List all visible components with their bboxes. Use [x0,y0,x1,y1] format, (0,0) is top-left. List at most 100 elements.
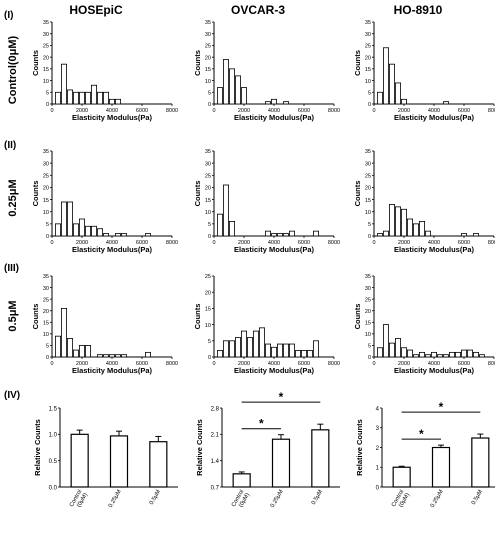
histogram-panel: 0 5 10 15 20 25 30 35 0 2000 4000 6000 8000 Elasticit… [353,274,495,375]
histogram-bar [79,91,86,105]
y-tick-label: 10 [205,210,211,216]
x-axis-label: Elasticity Modulus(Pa) [72,245,153,254]
y-axis-label: Counts [193,181,202,207]
histogram-bar [121,354,128,358]
histogram-bar [376,233,383,237]
histogram-bar [79,345,86,358]
x-tick-label: 4000 [268,240,280,246]
row-condition-label: 0.25μM [7,179,19,216]
histogram-bar [312,230,319,237]
row-condition-label: 0.5μM [7,300,19,331]
y-tick-label: 5 [46,90,49,96]
x-tick-label: 6000 [136,361,148,367]
y-tick-label: 10 [365,79,371,85]
y-axis-label: Counts [353,304,362,330]
x-tick-label: 8000 [166,108,178,114]
y-tick-label: 20 [205,186,211,192]
histogram-bar [400,98,407,105]
histogram-bar [424,354,431,358]
y-tick-label: 0 [208,234,211,240]
histogram-bar [97,354,104,358]
histogram-bar [294,350,301,358]
histogram-bar [270,346,277,358]
y-tick-label: 15 [365,198,371,204]
y-tick-label: 15 [205,307,211,313]
y-tick-label: 15 [205,67,211,73]
x-tick-label: 2000 [76,240,88,246]
y-tick-label: 0 [368,234,371,240]
histogram-bar [412,223,419,237]
x-tick-label: 6000 [458,240,470,246]
category-label-line: 0.5μM [149,489,162,506]
y-tick-label: 5 [46,344,49,350]
histogram-bar [418,221,425,237]
y-axis-label-group: Counts [31,304,40,330]
x-tick-label: 8000 [328,240,340,246]
y-tick-label: 25 [365,44,371,50]
y-tick-label: 5 [46,222,49,228]
row-condition-text: 0.25μM [7,179,19,216]
y-axis-label: Counts [31,304,40,330]
y-tick-label: 0.7 [211,485,220,491]
y-axis-label-group: Counts [31,50,40,76]
y-tick-label: 15 [205,198,211,204]
x-axis-label: Elasticity Modulus(Pa) [72,366,153,375]
x-tick-label: 0 [212,108,215,114]
histogram-bar [454,351,461,358]
histogram-bar [144,233,151,237]
histogram-bar [222,59,229,105]
y-tick-label: 20 [365,309,371,315]
histogram-bar [55,223,62,237]
y-tick-label: 25 [43,44,49,50]
histogram-bar [388,204,395,237]
y-tick-label: 10 [365,332,371,338]
x-axis-label: Elasticity Modulus(Pa) [394,245,475,254]
histogram-bar [216,87,223,105]
y-tick-label: 25 [43,297,49,303]
histogram-bar [67,89,74,105]
x-tick-label: 8000 [488,240,495,246]
histogram-bar [276,343,283,358]
y-tick-label: 20 [43,186,49,192]
histogram-bar [234,337,241,358]
histogram-bar [228,340,235,358]
y-tick-label: 20 [365,55,371,61]
y-tick-label: 5 [208,222,211,228]
histogram-bar [264,343,271,358]
histogram-bar [61,307,68,358]
y-tick-label: 20 [43,309,49,315]
histogram-bar [382,47,389,105]
y-tick-label: 5 [208,339,211,345]
histogram-bar [97,91,104,105]
y-axis-label: Counts [31,181,40,207]
histogram-panel: 0 5 10 15 20 25 30 35 0 2000 4000 6000 8000 Elasticit… [31,20,178,122]
y-tick-label: 25 [205,44,211,50]
histogram-bar [436,354,443,358]
y-tick-label: 25 [365,173,371,179]
x-tick-label: 0 [372,240,375,246]
significance-star: * [279,390,284,404]
row-condition-text: Control(0μM) [7,35,19,104]
summary-bar-panel: 0 1 2 3 4 Control(0μM) 0.25μM 0.5μM * * Relative C… [355,400,495,509]
y-axis-label-group: Counts [353,181,362,207]
x-tick-label: 6000 [458,108,470,114]
histogram-bar [73,91,80,105]
y-axis-label-group: Counts [353,304,362,330]
column-title: OVCAR-3 [231,3,285,17]
x-tick-label: 2000 [76,108,88,114]
y-axis-label: Counts [193,304,202,330]
row-condition-text: 0.5μM [7,300,19,331]
y-tick-label: 5 [368,222,371,228]
histogram-panel: 0 5 10 15 20 25 30 35 0 2000 4000 6000 8000 Elasticit… [31,274,178,375]
category-label: Control(0μM) [69,489,89,508]
histogram-bar [228,221,235,237]
y-axis-label-group: Counts [193,50,202,76]
x-axis-label: Elasticity Modulus(Pa) [394,366,475,375]
y-tick-label: 20 [365,186,371,192]
histogram-bar [234,75,241,105]
y-tick-label: 30 [365,32,371,38]
x-tick-label: 8000 [488,108,495,114]
y-axis-label: Counts [353,181,362,207]
histogram-bar [97,228,104,237]
